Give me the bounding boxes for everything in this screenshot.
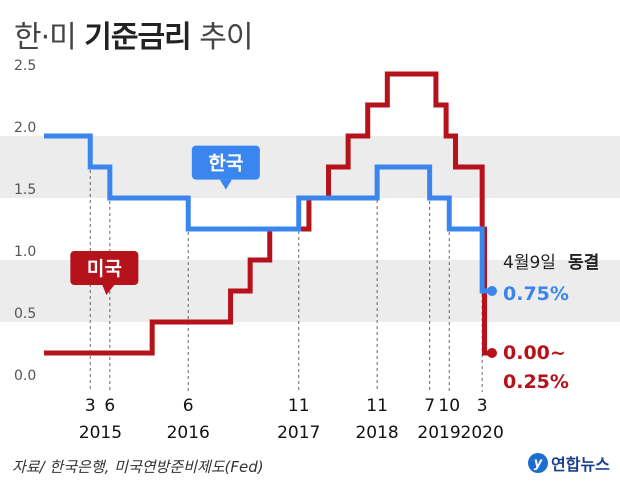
x-year-label: 2020 (461, 423, 504, 443)
us-value-line2: 0.25% (503, 371, 569, 393)
us-rate-line (44, 71, 490, 356)
source-note: 자료/ 한국은행, 미국연방준비제도(Fed) (12, 458, 264, 476)
x-month-label: 3 (85, 396, 96, 416)
korea-bubble (191, 145, 260, 180)
x-month-label: 6 (183, 396, 194, 416)
x-year-label: 2017 (277, 423, 320, 443)
y-tick-label: 1.5 (14, 182, 36, 198)
korea-rate-line (44, 133, 490, 294)
us-bubble (70, 251, 139, 285)
x-month-label: 11 (288, 396, 310, 416)
y-tick-label: 2.5 (14, 58, 36, 74)
korea-value-label: 0.75% (503, 283, 569, 305)
x-month-label: 11 (366, 396, 388, 416)
us-bubble-tail (102, 285, 115, 295)
freeze-word-label: 동결 (568, 253, 599, 273)
x-year-label: 2019 (417, 423, 460, 443)
x-month-label: 3 (477, 396, 488, 416)
x-year-label: 2018 (355, 423, 398, 443)
y-tick-label: 0.0 (14, 368, 36, 384)
us-value-line1: 0.00~ (503, 342, 566, 364)
korea-bubble-tail (219, 179, 232, 190)
freeze-date-label: 4월9일 (503, 253, 556, 273)
korea-end-dot (487, 286, 497, 296)
us-bubble-label: 미국 (87, 258, 122, 280)
us-end-dot (487, 348, 497, 358)
y-tick-label: 2.0 (14, 120, 36, 136)
y-tick-label: 0.5 (14, 306, 36, 322)
logo: y 연합뉴스 (528, 451, 610, 475)
yonhap-logo-icon: y (528, 453, 548, 473)
x-month-label: 7 (424, 396, 435, 416)
x-year-label: 2015 (79, 423, 122, 443)
y-tick-label: 1.0 (14, 244, 36, 260)
x-month-label: 10 (438, 396, 460, 416)
x-month-label: 6 (104, 396, 115, 416)
chart-title: 한·미 기준금리 추이 (14, 20, 253, 55)
x-year-label: 2016 (167, 423, 210, 443)
korea-bubble-label: 한국 (208, 153, 243, 175)
